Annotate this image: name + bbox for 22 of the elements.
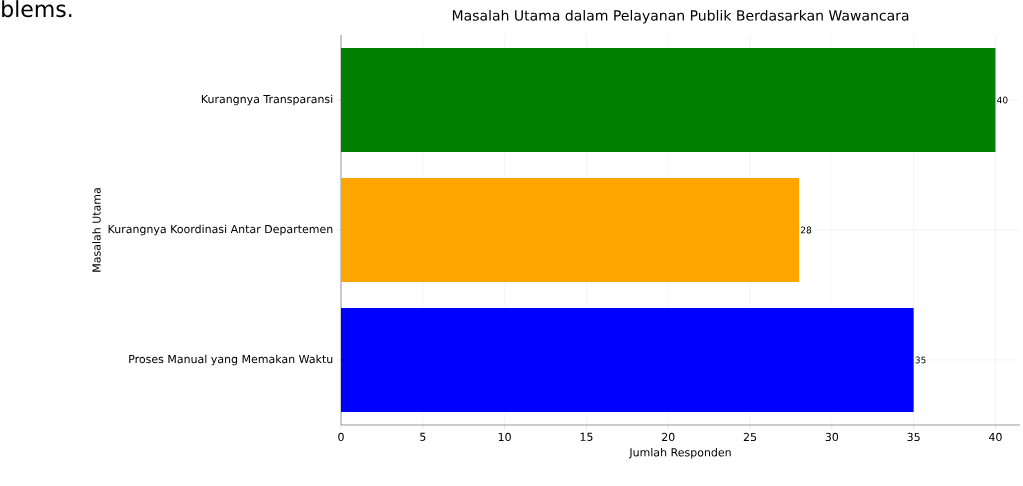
bar	[341, 177, 800, 282]
y-tick-label: Proses Manual yang Memakan Waktu	[129, 354, 333, 366]
x-tick-label: 15	[580, 432, 593, 441]
data-label: 40	[997, 96, 1008, 104]
x-tick-label: 0	[338, 432, 344, 442]
text: blems.	[2, 0, 72, 18]
y-axis-title: Masalah Utama	[92, 188, 101, 272]
data-label: 35	[915, 356, 926, 364]
bar	[341, 47, 996, 152]
y-tick-label: Kurangnya Koordinasi Antar Departemen	[108, 224, 333, 236]
x-tick-label: 35	[907, 432, 920, 442]
x-tick-label: 10	[498, 432, 511, 442]
x-tick-label: 25	[743, 432, 757, 442]
x-tick-label: 40	[988, 432, 1002, 442]
y-tick-label: Kurangnya Transparansi	[201, 94, 333, 106]
x-axis-title: Jumlah Responden	[628, 447, 731, 459]
x-tick-label: 30	[825, 432, 839, 442]
x-tick-label: 20	[662, 432, 675, 442]
x-tick-label: 5	[420, 432, 426, 441]
chart-title: Masalah Utama dalam Pelayanan Publik Berdasarkan Wawancara	[452, 9, 909, 24]
bar	[341, 307, 914, 412]
data-label: 28	[800, 226, 812, 234]
